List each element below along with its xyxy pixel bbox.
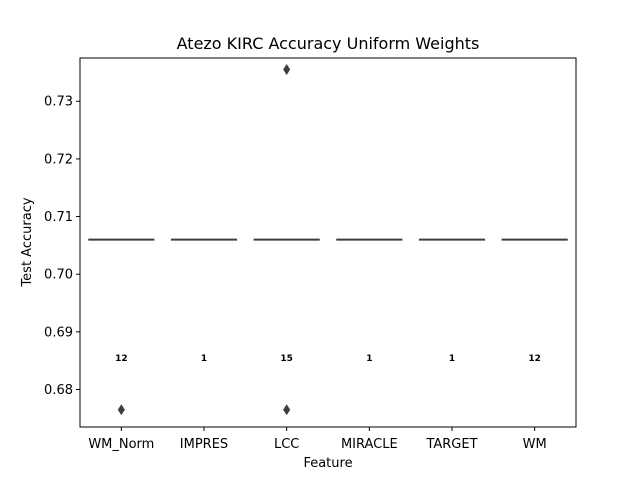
count-label: 12 xyxy=(528,354,541,364)
count-label: 1 xyxy=(449,354,455,364)
x-tick-label: MIRACLE xyxy=(341,437,398,452)
count-label: 1 xyxy=(366,354,372,364)
y-tick-label: 0.71 xyxy=(44,210,73,225)
chart-title: Atezo KIRC Accuracy Uniform Weights xyxy=(177,34,480,53)
y-tick-label: 0.72 xyxy=(44,152,73,167)
y-tick-label: 0.69 xyxy=(44,325,73,340)
count-label: 15 xyxy=(280,354,293,364)
x-tick-label: WM_Norm xyxy=(88,437,154,452)
outlier-point xyxy=(283,404,291,416)
x-tick-label: LCC xyxy=(274,437,299,452)
y-tick-label: 0.70 xyxy=(44,268,73,283)
count-label: 1 xyxy=(201,354,207,364)
plot-area xyxy=(79,57,577,428)
x-tick-label: TARGET xyxy=(425,437,477,452)
x-tick-label: IMPRES xyxy=(180,437,228,452)
x-axis-title: Feature xyxy=(303,456,352,471)
x-tick-label: WM xyxy=(523,437,547,452)
y-tick-label: 0.73 xyxy=(44,95,73,110)
outlier-point xyxy=(283,64,291,76)
outlier-point xyxy=(117,404,125,416)
y-tick-label: 0.68 xyxy=(44,383,73,398)
y-axis-title: Test Accuracy xyxy=(20,197,35,287)
chart-marks: 0.68 0.69 0.70 0.71 0.72 0.73 WM_Norm IMPRES LCC… xyxy=(44,64,568,452)
count-label: 12 xyxy=(115,354,128,364)
